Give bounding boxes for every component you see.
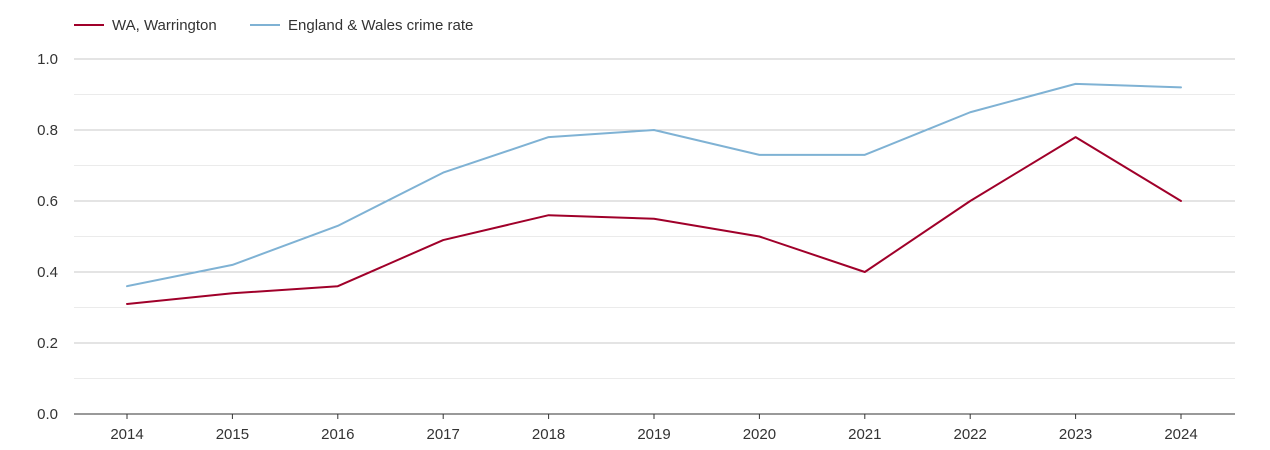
x-tick-label: 2015 [216, 426, 249, 443]
x-tick-label: 2014 [110, 426, 143, 443]
x-tick-label: 2023 [1059, 426, 1092, 443]
x-tick-label: 2021 [848, 426, 881, 443]
series-line-1 [126, 136, 1182, 305]
x-tick-label: 2024 [1164, 426, 1197, 443]
legend-label-series-1: WA, Warrington [112, 17, 217, 34]
series-line-2 [126, 82, 1182, 288]
x-tick-label: 2017 [427, 426, 460, 443]
y-tick-label: 0.8 [37, 122, 58, 139]
y-axis-ticks: 0.0 0.2 0.4 0.6 0.8 1.0 [37, 51, 58, 423]
x-tick-label: 2016 [321, 426, 354, 443]
legend: WA, Warrington England & Wales crime rat… [74, 17, 473, 34]
y-tick-label: 0.6 [37, 193, 58, 210]
x-tick-label: 2018 [532, 426, 565, 443]
y-tick-label: 0.2 [37, 335, 58, 352]
legend-label-series-2: England & Wales crime rate [288, 17, 473, 34]
y-tick-label: 0.4 [37, 264, 58, 281]
x-tick-label: 2022 [954, 426, 987, 443]
series-lines [126, 82, 1182, 305]
x-tick-label: 2020 [743, 426, 776, 443]
y-tick-label: 1.0 [37, 51, 58, 68]
y-tick-label: 0.0 [37, 406, 58, 423]
gridlines [74, 58, 1235, 415]
x-axis-ticks: 2014 2015 2016 2017 2018 2019 2020 2021 2022 2023… [110, 414, 1198, 443]
x-tick-label: 2019 [637, 426, 670, 443]
